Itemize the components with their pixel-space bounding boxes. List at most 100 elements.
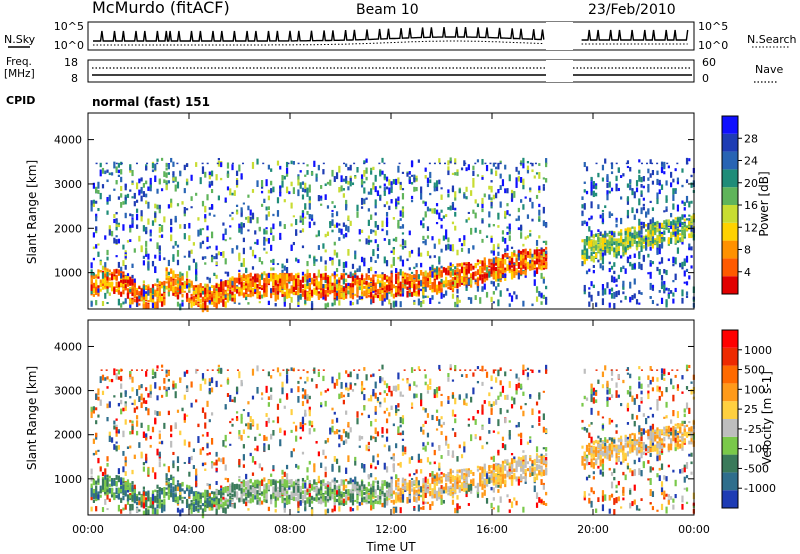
power-heatmap-cell	[199, 177, 202, 185]
power-heatmap-cell	[492, 276, 495, 279]
power-heatmap-cell	[467, 217, 470, 221]
power-heatmap-cell	[256, 277, 259, 283]
power-heatmap-cell	[460, 266, 464, 274]
power-heatmap-cell	[133, 248, 136, 253]
power-heatmap-cell	[395, 198, 398, 203]
power-heatmap-cell	[292, 215, 295, 218]
power-heatmap-cell	[106, 256, 109, 261]
power-heatmap-cell	[317, 275, 320, 278]
power-heatmap-cell	[120, 202, 123, 208]
power-heatmap-cell	[490, 296, 493, 303]
velocity-heatmap-cell	[217, 498, 220, 506]
power-heatmap-cell	[242, 286, 245, 290]
power-heatmap-cell	[683, 281, 686, 284]
power-heatmap-cell	[395, 202, 398, 207]
velocity-heatmap-cell	[183, 371, 186, 377]
power-heatmap-cell	[410, 291, 414, 297]
power-heatmap-cell	[638, 243, 641, 248]
power-heatmap-cell	[208, 301, 211, 305]
power-heatmap-cell	[472, 170, 475, 176]
power-heatmap-cell	[349, 290, 352, 297]
power-heatmap-cell	[401, 284, 405, 289]
power-heatmap-cell	[283, 294, 286, 297]
power-heatmap-cell	[392, 217, 395, 220]
velocity-heatmap-cell	[210, 501, 214, 508]
velocity-heatmap-cell	[170, 477, 173, 481]
freq-left-label-2: [MHz]	[4, 68, 35, 80]
power-heatmap-cell	[238, 269, 241, 273]
power-heatmap-cell	[288, 191, 291, 195]
power-heatmap-cell	[542, 258, 545, 263]
velocity-heatmap-cell	[213, 494, 216, 498]
power-heatmap-cell	[154, 216, 157, 223]
power-heatmap-cell	[397, 286, 400, 289]
power-heatmap-cell	[147, 186, 150, 191]
power-heatmap-cell	[272, 223, 275, 230]
power-heatmap-cell	[385, 230, 389, 236]
power-heatmap-cell	[215, 304, 218, 309]
power-heatmap-cell	[440, 292, 443, 299]
velocity-heatmap-cell	[204, 496, 207, 503]
power-heatmap-cell	[647, 168, 650, 174]
power-heatmap-cell	[131, 169, 134, 177]
power-heatmap-cell	[92, 246, 95, 250]
power-heatmap-cell	[497, 212, 500, 220]
power-heatmap-cell	[583, 203, 586, 210]
power-heatmap-cell	[447, 243, 450, 250]
power-heatmap-cell	[174, 288, 177, 291]
power-heatmap-cell	[351, 275, 355, 282]
power-heatmap-cell	[126, 288, 130, 295]
power-heatmap-cell	[170, 157, 173, 163]
velocity-heatmap-cell	[210, 500, 214, 504]
power-heatmap-cell	[615, 241, 618, 247]
power-heatmap-cell	[249, 280, 252, 288]
velocity-heatmap-cell	[124, 456, 127, 461]
power-heatmap-cell	[420, 280, 423, 287]
power-heatmap-cell	[290, 285, 293, 293]
power-heatmap-cell	[201, 171, 205, 174]
power-heatmap-cell	[613, 232, 616, 238]
power-heatmap-cell	[615, 290, 618, 298]
power-heatmap-cell	[301, 276, 305, 283]
velocity-heatmap-cell	[226, 491, 230, 495]
power-heatmap-cell	[331, 219, 334, 226]
velocity-heatmap-cell	[140, 384, 143, 389]
power-heatmap-cell	[265, 214, 268, 221]
power-heatmap-cell	[110, 172, 114, 176]
power-heatmap-cell	[604, 239, 607, 247]
power-heatmap-cell	[670, 225, 673, 230]
power-heatmap-cell	[617, 248, 620, 251]
power-heatmap-cell	[454, 273, 457, 280]
velocity-heatmap-cell	[165, 374, 168, 378]
power-heatmap-cell	[249, 246, 252, 250]
power-heatmap-cell	[599, 240, 602, 247]
velocity-heatmap-cell	[158, 451, 161, 458]
power-heatmap-cell	[515, 261, 518, 266]
velocity-heatmap-cell	[145, 407, 148, 411]
power-heatmap-cell	[220, 177, 223, 181]
power-heatmap-cell	[231, 276, 234, 281]
power-heatmap-cell	[408, 177, 411, 181]
velocity-heatmap-cell	[124, 406, 127, 411]
power-heatmap-cell	[681, 200, 684, 204]
velocity-heatmap-cell	[147, 495, 150, 502]
power-heatmap-cell	[683, 223, 686, 227]
power-heatmap-cell	[590, 281, 593, 287]
power-heatmap-cell	[272, 235, 275, 242]
power-heatmap-cell	[256, 217, 259, 224]
power-heatmap-cell	[672, 194, 675, 201]
power-heatmap-cell	[260, 180, 264, 187]
power-heatmap-cell	[422, 278, 425, 286]
power-heatmap-cell	[324, 260, 327, 265]
velocity-heatmap-cell	[92, 410, 95, 414]
power-heatmap-cell	[626, 165, 630, 169]
power-heatmap-cell	[681, 184, 684, 188]
power-heatmap-cell	[424, 286, 427, 292]
power-heatmap-cell	[163, 179, 166, 184]
velocity-heatmap-cell	[142, 431, 145, 439]
power-heatmap-cell	[685, 225, 689, 231]
power-heatmap-cell	[117, 162, 120, 168]
power-heatmap-cell	[272, 287, 275, 293]
power-heatmap-cell	[615, 217, 618, 221]
power-heatmap-cell	[290, 223, 293, 227]
